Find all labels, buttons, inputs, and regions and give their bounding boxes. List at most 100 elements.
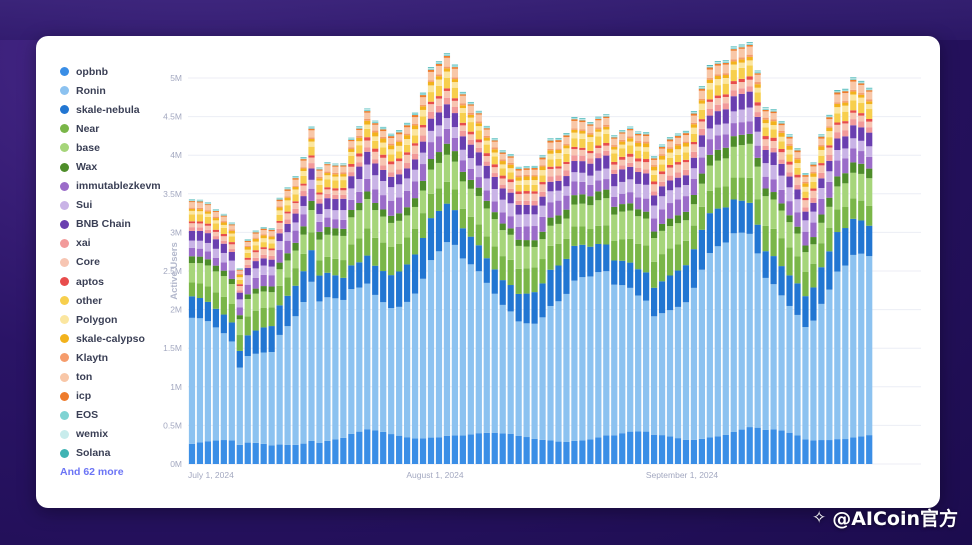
- bar-segment: [802, 231, 809, 246]
- bar-segment: [443, 435, 451, 464]
- bar-segment: [834, 103, 841, 108]
- bar-segment: [555, 149, 562, 154]
- bar-segment: [443, 54, 451, 56]
- bar-segment: [571, 129, 578, 133]
- bar-segment: [603, 189, 610, 199]
- bar-segment: [587, 246, 594, 277]
- bar-segment: [802, 173, 809, 175]
- bar-segment: [204, 286, 212, 302]
- bar-segment: [850, 125, 857, 139]
- bar-segment: [491, 176, 498, 190]
- bar-segment: [682, 159, 690, 163]
- bar-segment: [666, 167, 674, 176]
- legend-swatch: [60, 429, 69, 439]
- y-tick-label: 0M: [170, 459, 182, 469]
- bar-segment: [579, 203, 586, 227]
- bar-segment: [650, 174, 658, 182]
- bar-segment: [818, 155, 825, 164]
- bar-segment: [714, 149, 721, 161]
- bar-segment: [308, 157, 315, 164]
- bar-segment: [388, 215, 395, 223]
- legend-item[interactable]: Sui: [60, 196, 190, 215]
- bar-segment: [292, 179, 299, 186]
- bar-segment: [818, 138, 825, 146]
- bar-segment: [778, 175, 785, 190]
- legend-item[interactable]: xai: [60, 234, 190, 253]
- bar-segment: [810, 244, 817, 264]
- legend-more-link[interactable]: And 62 more: [60, 465, 124, 478]
- legend-item[interactable]: Near: [60, 119, 190, 138]
- legend-item[interactable]: skale-calypso: [60, 329, 190, 348]
- bar-segment: [858, 151, 865, 164]
- legend-item[interactable]: Polygon: [60, 310, 190, 329]
- bar-stack: [523, 166, 530, 464]
- bar-segment: [698, 183, 706, 207]
- bar-segment: [674, 149, 682, 155]
- legend-item[interactable]: BNB Chain: [60, 215, 190, 234]
- legend-item[interactable]: base: [60, 138, 190, 157]
- legend-item[interactable]: wemix: [60, 425, 190, 444]
- chart-card: opbnb Ronin skale-nebula Near base Wax immutab…: [36, 36, 940, 508]
- bar-stack: [236, 268, 243, 464]
- legend-item[interactable]: icp: [60, 387, 190, 406]
- bar-segment: [515, 204, 522, 215]
- legend-item[interactable]: ton: [60, 368, 190, 387]
- bar-segment: [770, 125, 777, 130]
- bar-segment: [826, 137, 833, 146]
- bar-segment: [627, 127, 634, 128]
- bar-segment: [611, 135, 618, 136]
- legend-item[interactable]: Core: [60, 253, 190, 272]
- legend-item[interactable]: skale-nebula: [60, 100, 190, 119]
- bar-segment: [754, 157, 761, 167]
- bar-segment: [372, 140, 379, 149]
- bar-segment: [308, 250, 315, 282]
- bar-segment: [826, 117, 833, 120]
- bar-segment: [746, 42, 753, 43]
- legend-item[interactable]: Solana: [60, 444, 190, 463]
- bar-segment: [547, 142, 554, 149]
- legend-item[interactable]: EOS: [60, 406, 190, 425]
- bar-segment: [595, 191, 602, 201]
- legend-item[interactable]: opbnb: [60, 62, 190, 81]
- bar-segment: [810, 263, 817, 288]
- bar-segment: [356, 128, 363, 131]
- bar-segment: [372, 189, 379, 203]
- bar-segment: [196, 248, 204, 257]
- bar-segment: [834, 439, 841, 464]
- bar-segment: [858, 436, 865, 464]
- bar-segment: [635, 216, 642, 244]
- bar-segment: [260, 247, 267, 250]
- bar-segment: [754, 84, 761, 88]
- bar-segment: [666, 148, 674, 153]
- legend-item[interactable]: other: [60, 291, 190, 310]
- bar-segment: [786, 145, 793, 150]
- bar-segment: [842, 91, 849, 94]
- bar-segment: [850, 81, 857, 90]
- bar-segment: [499, 184, 506, 189]
- legend-label: other: [76, 294, 103, 307]
- legend-item[interactable]: immutablezkevm: [60, 177, 190, 196]
- bar-segment: [587, 134, 594, 138]
- bar-segment: [332, 174, 339, 177]
- bar-segment: [738, 48, 745, 58]
- bar-segment: [204, 216, 212, 224]
- bar-segment: [228, 242, 235, 245]
- bar-segment: [523, 166, 530, 167]
- legend-item[interactable]: Ronin: [60, 81, 190, 100]
- bar-segment: [754, 253, 761, 428]
- bar-segment: [396, 141, 403, 146]
- bar-segment: [595, 118, 602, 119]
- bar-segment: [459, 125, 466, 131]
- bar-stack: [866, 87, 873, 464]
- bar-segment: [786, 432, 793, 464]
- bar-segment: [619, 169, 626, 182]
- bar-segment: [316, 194, 323, 200]
- bar-segment: [794, 159, 801, 164]
- bar-segment: [754, 82, 761, 85]
- legend-item[interactable]: Klaytn: [60, 348, 190, 367]
- bar-segment: [467, 188, 474, 217]
- legend-item[interactable]: aptos: [60, 272, 190, 291]
- legend-item[interactable]: Wax: [60, 157, 190, 176]
- bar-segment: [635, 269, 642, 296]
- bar-segment: [268, 275, 275, 287]
